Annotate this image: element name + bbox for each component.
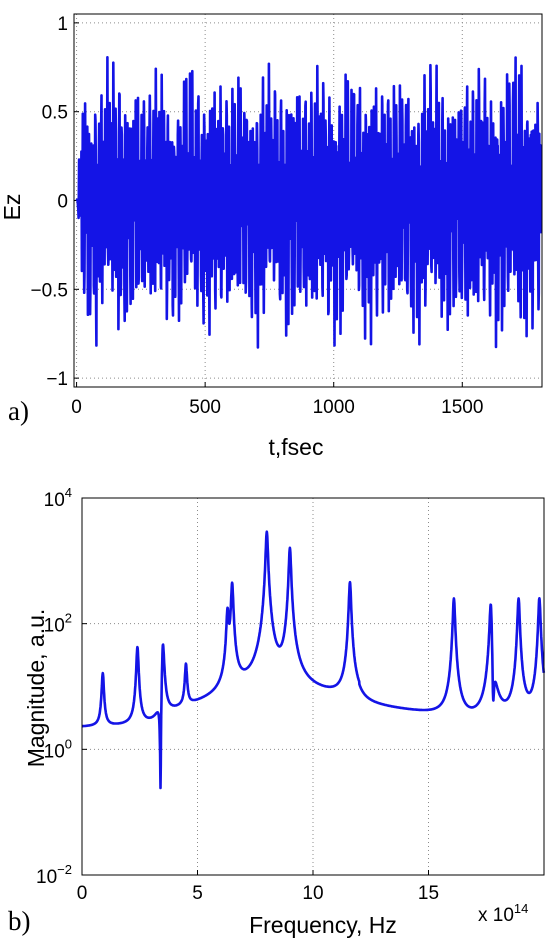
x-tick-label: 500: [189, 397, 221, 418]
magnitude-spectrum-line: [80, 530, 546, 790]
plot-frame-a: [73, 13, 543, 388]
spectrum-chart: 0 5 10 15 10−2 100 102 104 Magnitude, a.u. Freq…: [8, 485, 546, 938]
x-axis-multiplier: x 1014: [478, 901, 528, 926]
y-tick-label: 10−2: [36, 862, 72, 888]
x-axis-label-a: t,fsec: [269, 434, 324, 460]
x-multiplier-base: x 10: [478, 905, 514, 926]
y-tick-label: 0.5: [42, 103, 68, 124]
y-tick-label: −0.5: [30, 280, 68, 301]
time-domain-chart: 0 500 1000 1500 −1 −0.5 0 0.5 1 Ez t,fsec a): [0, 13, 543, 460]
y-axis-label-a: Ez: [0, 194, 25, 221]
y-tick-label: 100: [44, 736, 72, 762]
ez-signal-line: [75, 56, 542, 349]
y-axis-label-b: Magnitude, a.u.: [23, 609, 49, 768]
x-tick-label: 10: [302, 883, 323, 904]
x-tick-label: 1500: [441, 397, 483, 418]
y-tick-label: 104: [44, 485, 72, 511]
plot-frame-b: [81, 497, 545, 876]
y-tick-label: −1: [46, 369, 68, 390]
x-axis-label-b: Frequency, Hz: [249, 912, 397, 938]
panel-label-a: a): [8, 396, 29, 426]
x-multiplier-exponent: 14: [514, 901, 528, 916]
x-tick-label: 1000: [313, 397, 355, 418]
x-tick-label: 15: [418, 883, 439, 904]
x-tick-label: 0: [77, 883, 88, 904]
ticks-a: 0 500 1000 1500 −1 −0.5 0 0.5 1: [30, 14, 483, 418]
y-tick-label: 1: [57, 14, 68, 35]
y-tick-label: 102: [44, 611, 72, 637]
y-tick-label: 0: [57, 192, 68, 213]
x-tick-label: 0: [71, 397, 82, 418]
ticks-b: 0 5 10 15 10−2 100 102 104: [36, 485, 439, 904]
x-tick-label: 5: [192, 883, 203, 904]
panel-label-b: b): [8, 906, 31, 936]
